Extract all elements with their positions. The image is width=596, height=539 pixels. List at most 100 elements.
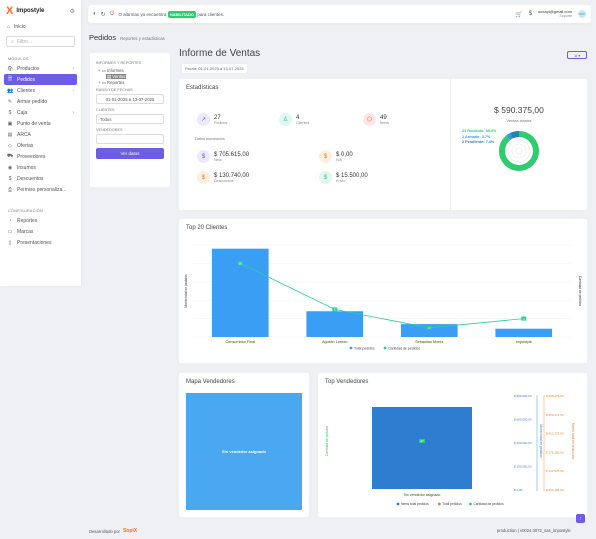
y-tick-label: $ 400.000,00 bbox=[514, 441, 532, 445]
dollar-icon: $ bbox=[319, 171, 332, 184]
sidebar-item-punto[interactable]: ▣ Punto de venta bbox=[0, 118, 81, 129]
page-header: Pedidos Reportes y estadísticas bbox=[89, 33, 165, 42]
search-placeholder: Filtro... bbox=[16, 38, 33, 45]
money-title: Datos monetarios bbox=[195, 137, 225, 141]
line-point[interactable] bbox=[521, 316, 527, 321]
total-sales-value: $ 590.375,00 bbox=[494, 105, 544, 115]
seller-select[interactable] bbox=[96, 134, 164, 144]
bar-client[interactable] bbox=[400, 324, 458, 337]
top-sellers-title: Top Vendedores bbox=[325, 379, 369, 385]
sidebar-item-permiso[interactable]: ⎙ Permiso personaliza... bbox=[0, 184, 81, 195]
sidebar-item-caja[interactable]: $ Caja › bbox=[0, 107, 81, 118]
sidebar-item-ofertas[interactable]: ◇ Ofertas bbox=[0, 140, 81, 151]
line-point[interactable] bbox=[332, 307, 338, 312]
home-icon: ⌂ bbox=[7, 23, 11, 30]
menu-label: Clientes bbox=[17, 87, 36, 94]
dollar-icon: $ bbox=[197, 150, 210, 163]
sidebar-item-marcas[interactable]: ▭ Marcas bbox=[0, 226, 81, 237]
donut-slice bbox=[499, 131, 539, 171]
menu-icon: 🛍 bbox=[7, 65, 14, 72]
client-label: CLIENTES bbox=[96, 108, 115, 112]
legend-label[interactable]: Cantidad de pedidos bbox=[388, 346, 420, 350]
donut-legend-item: 1 Armado: 3.7% bbox=[462, 134, 491, 139]
status-donut-chart bbox=[499, 131, 539, 171]
legend-label[interactable]: Total pedidos bbox=[442, 502, 462, 506]
gear-icon[interactable]: ⚙ bbox=[69, 8, 75, 15]
menu-label: Punto de venta bbox=[17, 120, 51, 127]
map-title: Mapa Vendedores bbox=[186, 379, 235, 385]
brand[interactable]: X Impostyle ⚙ bbox=[0, 0, 81, 22]
sidebar-item-presentaciones[interactable]: ▯ Presentaciones bbox=[0, 237, 81, 248]
tree-item-ventas[interactable]: ▤ Ventas bbox=[106, 74, 127, 79]
scroll-top-button[interactable]: ↑ bbox=[576, 514, 585, 523]
client-select[interactable]: Todos bbox=[96, 114, 164, 124]
y-right-axis-label: Monto total en productos bbox=[571, 423, 575, 460]
legend-label[interactable]: Ítems total pedidos bbox=[401, 502, 429, 506]
bar-seller[interactable] bbox=[372, 407, 472, 489]
menu-label: Caja bbox=[17, 109, 28, 116]
bar-client[interactable] bbox=[306, 311, 364, 337]
tree-item-reportes[interactable]: + ▭ Reportes bbox=[98, 80, 125, 85]
legend-marker bbox=[437, 502, 441, 506]
tree-item-informes[interactable]: + ▭ Informes bbox=[98, 68, 124, 73]
menu-icon: ⛟ bbox=[7, 153, 14, 159]
refresh-icon[interactable]: ↻ bbox=[100, 11, 106, 18]
sidebar-item-pedidos[interactable]: 🗎 Pedidos bbox=[4, 74, 77, 85]
data-label: 6 bbox=[334, 308, 336, 312]
sidebar-item-armar[interactable]: ✎ Armar pedido bbox=[0, 96, 81, 107]
sidebar-item-insumos[interactable]: ◉ Insumos bbox=[0, 162, 81, 173]
category-label: Consumidor Final bbox=[225, 340, 255, 344]
currency-icon[interactable]: $ bbox=[528, 11, 533, 17]
sidebar-item-descuentos[interactable]: $ Descuentos bbox=[0, 173, 81, 184]
sidebar-item-reportes[interactable]: ◔ Reportes bbox=[0, 215, 81, 226]
export-button[interactable]: ⇲ ▾ bbox=[567, 51, 587, 59]
menu-icon: ◔ bbox=[8, 217, 12, 224]
footer-version: production | v0024.3072_sas_impostyle bbox=[497, 528, 571, 533]
sopix-logo[interactable]: SopiX bbox=[122, 528, 138, 534]
menu-icon: ▯ bbox=[8, 239, 12, 246]
data-label: 16 bbox=[239, 262, 243, 266]
legend-label[interactable]: Cantidad de pedidos bbox=[473, 502, 504, 506]
stat-clientes: ♙ 4 Clientes bbox=[279, 113, 309, 126]
sidebar-home[interactable]: ⌂ Inicio bbox=[0, 22, 81, 31]
sidebar-item-clientes[interactable]: 👥 Clientes › bbox=[0, 85, 81, 96]
line-point[interactable] bbox=[426, 325, 432, 330]
sidebar-search[interactable]: ⌕ Filtro... bbox=[6, 36, 75, 47]
alert-text: O alarmas ya encuentra HABILITADO para c… bbox=[118, 10, 225, 18]
breadcrumb[interactable]: Reportes y estadísticas bbox=[120, 36, 165, 41]
legend-label[interactable]: Total pedidos bbox=[354, 346, 375, 350]
menu-icon: ▣ bbox=[7, 120, 13, 127]
line-point[interactable] bbox=[237, 261, 243, 266]
report-title: Informe de Ventas bbox=[179, 48, 261, 59]
menu-icon: ✎ bbox=[7, 98, 13, 105]
top-sellers-chart: 27 Sin vendedor asignado $ 800.000,00 $ 600… bbox=[325, 394, 575, 506]
y-tick-label: $ 200.000,00 bbox=[514, 465, 532, 469]
sidebar-item-productos[interactable]: 🛍 Productos › bbox=[0, 63, 81, 74]
section-config: CONFIGURACIÓN bbox=[8, 209, 43, 213]
stats-card: Estadísticas ↗ 27 Pedidos ♙ 4 Clientes ⬡ 49 Ít… bbox=[179, 79, 587, 210]
date-range-input[interactable]: 01-01-2025 a 13-07-2025 bbox=[96, 94, 164, 104]
cart-icon[interactable]: 🛒 bbox=[515, 11, 523, 18]
theme-icon[interactable]: ◐ bbox=[93, 11, 97, 17]
user-email: soxapi@gmail.com bbox=[538, 9, 572, 14]
line-point[interactable] bbox=[419, 439, 425, 443]
view-data-button[interactable]: Ver datos bbox=[96, 148, 164, 159]
user-info[interactable]: soxapi@gmail.com Soporte bbox=[538, 9, 572, 19]
menu-icon: $ bbox=[8, 109, 12, 116]
total-sales-label: Ventas totales bbox=[506, 118, 532, 123]
trend-icon: ↗ bbox=[197, 113, 210, 126]
bar-client[interactable] bbox=[495, 328, 553, 337]
menu-label: Productos bbox=[17, 65, 40, 72]
legend-marker bbox=[469, 502, 472, 506]
sidebar-item-proveedores[interactable]: ⛟ Proveedores bbox=[0, 151, 81, 162]
sidebar-item-arca[interactable]: ▤ ARCA bbox=[0, 129, 81, 140]
report-tree: + ▭ Informes ▤ Ventas + ▭ Reportes bbox=[98, 68, 164, 86]
page-title: Pedidos bbox=[89, 33, 117, 42]
avatar[interactable]: SPA bbox=[578, 10, 586, 18]
y-tick-label: $ 800.000,00 bbox=[514, 394, 532, 398]
y-tick-label: $ 600.000,00 bbox=[514, 418, 532, 422]
map-placeholder[interactable]: Sin vendedor asignado bbox=[186, 393, 302, 510]
stat-neto: $ $ 705.615,00 Neto bbox=[197, 150, 249, 163]
dollar-icon: $ bbox=[197, 171, 210, 184]
menu-label: Permiso personaliza... bbox=[17, 186, 67, 193]
